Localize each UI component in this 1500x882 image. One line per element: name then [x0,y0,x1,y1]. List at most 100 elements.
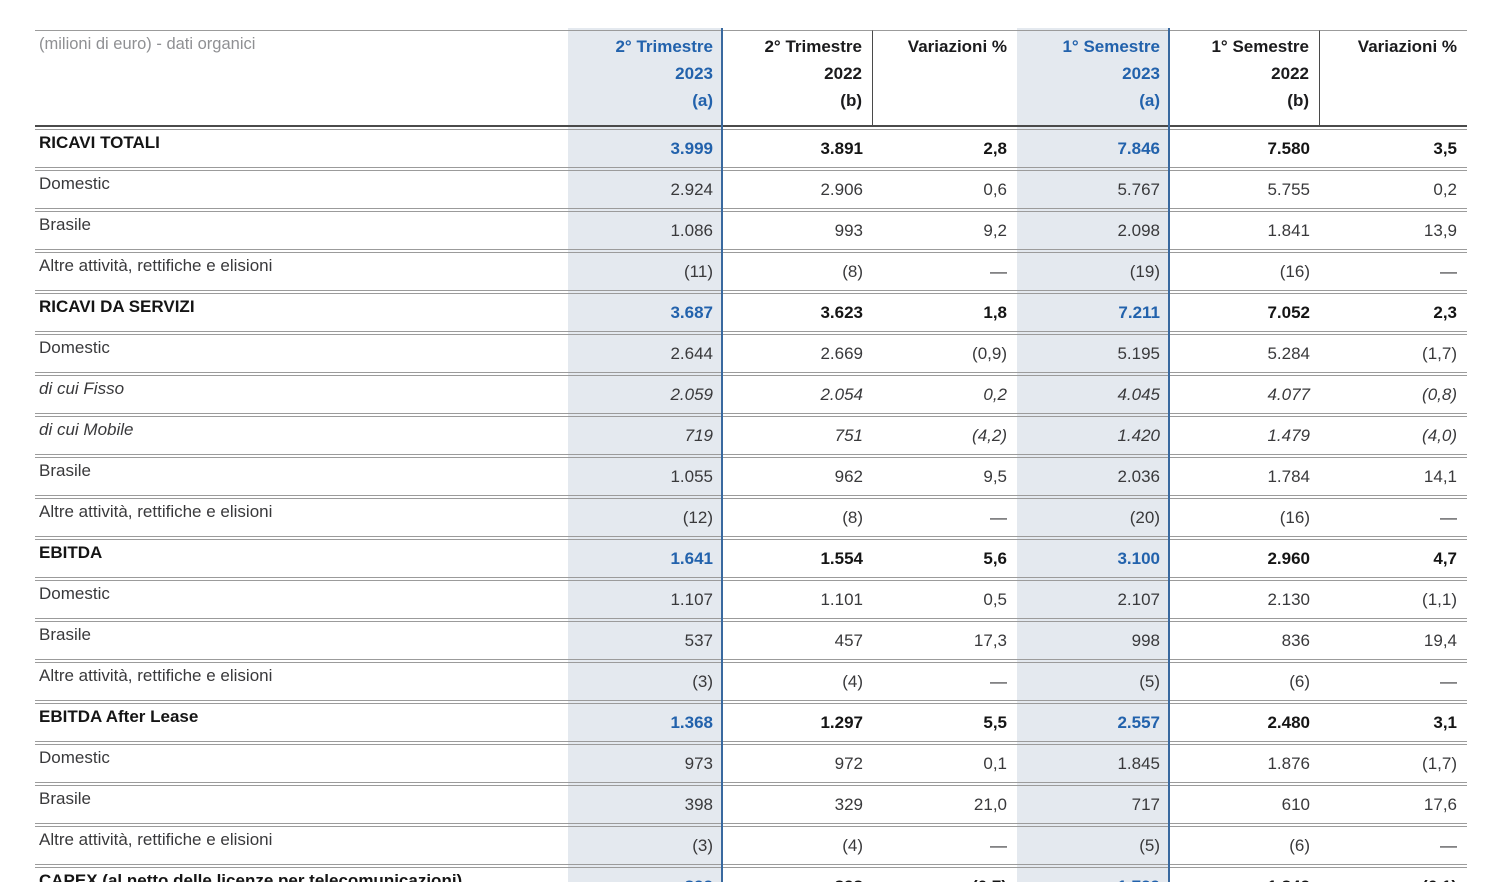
cell-value: 5,5 [873,703,1017,742]
cell-value: 836 [1170,621,1320,660]
cell-value: 9,5 [873,457,1017,496]
cell-value: (4) [723,662,873,701]
cell-value: 1.479 [1170,416,1320,455]
cell-value: 1.842 [1170,867,1320,882]
cell-value: 2.644 [568,334,723,373]
cell-value: 3.100 [1017,539,1170,578]
cell-value: 2.924 [568,170,723,209]
row-label: Brasile [35,457,568,496]
cell-value: 2.130 [1170,580,1320,619]
cell-value: (5) [1017,826,1170,865]
column-header-line: 2023 [675,64,713,83]
cell-value: (4,2) [873,416,1017,455]
column-header-line: (a) [692,91,713,110]
cell-value: 719 [568,416,723,455]
cell-value: 3.623 [723,293,873,332]
cell-value: 2,8 [873,129,1017,168]
cell-value: 17,6 [1320,785,1467,824]
row-label: RICAVI DA SERVIZI [35,293,568,332]
cell-value: 17,3 [873,621,1017,660]
row-label: EBITDA After Lease [35,703,568,742]
row-label: Brasile [35,621,568,660]
cell-value: 973 [568,744,723,783]
cell-value: 0,2 [873,375,1017,414]
cell-value: 3,5 [1320,129,1467,168]
cell-value: (20) [1017,498,1170,537]
cell-value: 13,9 [1320,211,1467,250]
column-header-q2-2023: 2° Trimestre 2023 (a) [568,30,723,127]
cell-value: 998 [1017,621,1170,660]
cell-value: 2.059 [568,375,723,414]
cell-value: — [1320,662,1467,701]
cell-value: (3) [568,662,723,701]
row-label: Altre attività, rettifiche e elisioni [35,252,568,291]
cell-value: 3.891 [723,129,873,168]
row-label: di cui Fisso [35,375,568,414]
cell-value: (11) [568,252,723,291]
cell-value: (8) [723,252,873,291]
cell-value: 898 [723,867,873,882]
cell-value: 329 [723,785,873,824]
cell-value: 7.211 [1017,293,1170,332]
column-header-line: 2022 [824,64,862,83]
cell-value: 2.906 [723,170,873,209]
row-label: Brasile [35,785,568,824]
column-header-h1-2022: 1° Semestre 2022 (b) [1170,30,1320,127]
cell-value: 14,1 [1320,457,1467,496]
cell-value: 4.077 [1170,375,1320,414]
cell-value: (4,0) [1320,416,1467,455]
cell-value: (0,7) [873,867,1017,882]
cell-value: 0,2 [1320,170,1467,209]
cell-value: 2.054 [723,375,873,414]
cell-value: — [1320,498,1467,537]
table-row: EBITDA After Lease 1.368 1.297 5,5 2.557 2.48… [35,703,1467,742]
cell-value: — [1320,826,1467,865]
table-row: Altre attività, rettifiche e elisioni (12… [35,498,1467,537]
cell-value: (4) [723,826,873,865]
cell-value: 993 [723,211,873,250]
cell-value: (16) [1170,498,1320,537]
cell-value: 5.767 [1017,170,1170,209]
cell-value: 1.297 [723,703,873,742]
cell-value: 1.420 [1017,416,1170,455]
cell-value: 2.960 [1170,539,1320,578]
row-label: Domestic [35,580,568,619]
cell-value: 2.480 [1170,703,1320,742]
column-header-line: 1° Semestre [1211,37,1309,56]
cell-value: 1.368 [568,703,723,742]
cell-value: 751 [723,416,873,455]
row-label: Domestic [35,744,568,783]
cell-value: (6) [1170,826,1320,865]
cell-value: 717 [1017,785,1170,824]
cell-value: (1,7) [1320,744,1467,783]
cell-value: (0,9) [873,334,1017,373]
table-row: di cui Fisso 2.059 2.054 0,2 4.045 4.077 (0,8) [35,375,1467,414]
table-row: Altre attività, rettifiche e elisioni (11… [35,252,1467,291]
column-header-line: 2° Trimestre [615,37,713,56]
cell-value: 610 [1170,785,1320,824]
cell-value: — [873,826,1017,865]
row-label: CAPEX (al netto delle licenze per teleco… [35,867,568,882]
table-row: RICAVI TOTALI 3.999 3.891 2,8 7.846 7.580 3,5 [35,129,1467,168]
cell-value: 19,4 [1320,621,1467,660]
cell-value: 537 [568,621,723,660]
table-row: di cui Mobile 719 751 (4,2) 1.420 1.479 (4,0) [35,416,1467,455]
table-row: Brasile 1.055 962 9,5 2.036 1.784 14,1 [35,457,1467,496]
cell-value: (1,1) [1320,580,1467,619]
cell-value: (19) [1017,252,1170,291]
table-row: Brasile 537 457 17,3 998 836 19,4 [35,621,1467,660]
row-label: Altre attività, rettifiche e elisioni [35,826,568,865]
cell-value: 5.755 [1170,170,1320,209]
table-row: Domestic 973 972 0,1 1.845 1.876 (1,7) [35,744,1467,783]
column-header-line: 2° Trimestre [764,37,862,56]
cell-value: 1.876 [1170,744,1320,783]
column-header-line: Variazioni % [1357,37,1457,56]
cell-value: 892 [568,867,723,882]
cell-value: (0,8) [1320,375,1467,414]
row-label: Domestic [35,170,568,209]
table-row: Altre attività, rettifiche e elisioni (3)… [35,826,1467,865]
cell-value: (8) [723,498,873,537]
cell-value: 3.999 [568,129,723,168]
cell-value: (12) [568,498,723,537]
cell-value: 5.284 [1170,334,1320,373]
